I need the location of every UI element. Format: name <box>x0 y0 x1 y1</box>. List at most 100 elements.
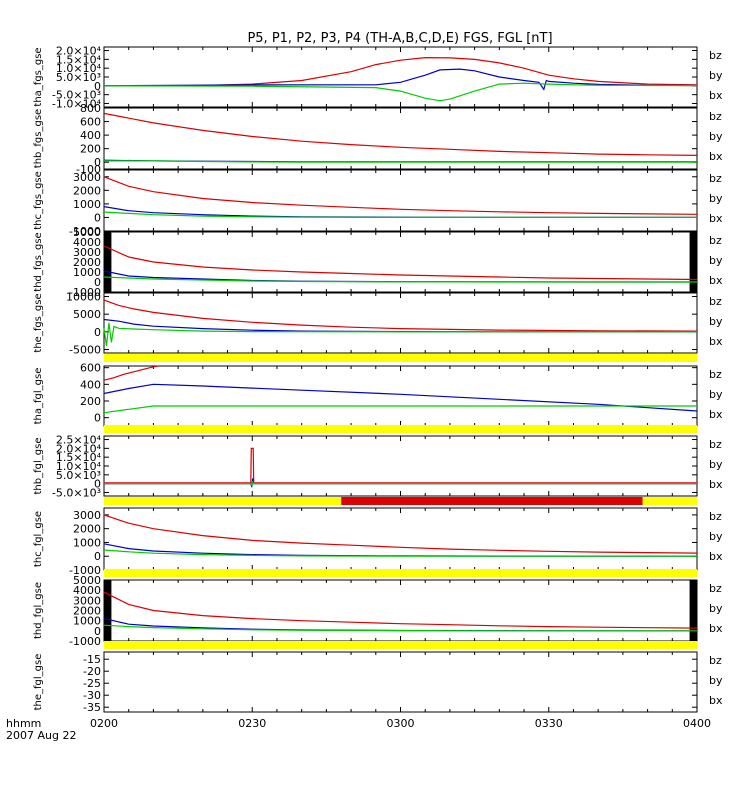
legend-bz: bz <box>709 368 722 381</box>
panels-group: -1.0×10⁴-5.0×10³05.0×10³1.0×10⁴1.5×10⁴2.… <box>33 45 723 730</box>
legend-bx: bx <box>709 622 723 635</box>
series-line-bz <box>103 514 698 554</box>
y-tick-label: 2000 <box>73 605 101 618</box>
y-tick-label: 2.0×10⁴ <box>56 45 102 58</box>
series-line-bz <box>104 447 697 484</box>
y-tick-label: 3000 <box>73 509 101 522</box>
panel-frame <box>103 579 698 642</box>
flag-bar-segment <box>104 569 697 577</box>
series-line-by <box>103 624 697 632</box>
y-tick-label: -1000 <box>69 564 101 577</box>
legend-by: by <box>709 602 723 615</box>
panel-frame <box>103 107 698 170</box>
y-tick-label: 400 <box>80 378 101 391</box>
y-axis-label: thc_fgl_gse <box>33 511 44 567</box>
chart-title: P5, P1, P2, P3, P4 (TH-A,B,C,D,E) FGS, F… <box>247 31 552 46</box>
y-tick-label: 10000 <box>66 291 101 304</box>
legend-by: by <box>709 130 723 143</box>
y-tick-label: 5.0×10³ <box>56 469 101 482</box>
y-tick-label: 5000 <box>73 226 101 239</box>
flag-bar-segment <box>104 497 342 505</box>
y-tick-label: -5.0×10³ <box>52 89 101 102</box>
panel-frame <box>103 231 698 293</box>
y-tick-label: 0 <box>94 625 101 638</box>
series-line-bz <box>103 176 698 215</box>
series-line-by <box>103 405 697 414</box>
y-tick-label: -30 <box>83 689 101 702</box>
y-tick-label: 1.5×10⁴ <box>56 451 102 464</box>
y-tick-label: 400 <box>80 129 101 142</box>
panel-frame <box>103 169 698 232</box>
y-tick-label: 0 <box>94 326 101 339</box>
y-axis-label: thb_fgs_gse <box>33 109 44 168</box>
x-tick-label: 0200 <box>90 717 118 730</box>
y-axis-label: thd_fgl_gse <box>33 582 44 639</box>
y-tick-label: 5.0×10³ <box>56 71 101 84</box>
y-tick-label: 1.0×10⁴ <box>56 62 102 75</box>
series-line-bx <box>103 318 697 333</box>
y-tick-label: 600 <box>80 362 101 375</box>
y-tick-label: 1000 <box>73 615 101 628</box>
x-tick-label: 0400 <box>683 717 711 730</box>
y-tick-label: -1000 <box>69 635 101 648</box>
y-tick-label: 0 <box>94 80 101 93</box>
x-label-hhmm: hhmm <box>6 717 41 730</box>
series-line-bz <box>103 365 159 381</box>
panel-frame <box>103 507 698 571</box>
legend-bx: bx <box>709 212 723 225</box>
y-tick-label: 1.5×10⁴ <box>56 53 102 66</box>
y-tick-label: 600 <box>80 116 101 129</box>
x-tick-label: 0300 <box>387 717 415 730</box>
series-line-by <box>104 160 697 163</box>
series-line-bz <box>103 245 698 281</box>
y-tick-label: -5000 <box>69 343 101 356</box>
legend-by: by <box>709 530 723 543</box>
y-tick-label: -15 <box>83 653 101 666</box>
y-tick-label: 0 <box>94 156 101 169</box>
legend-bx: bx <box>709 274 723 287</box>
series-line-by <box>103 82 698 102</box>
y-tick-label: -5.0×10³ <box>52 486 101 499</box>
y-tick-label: 5000 <box>73 574 101 587</box>
series-line-by <box>103 276 697 283</box>
y-tick-label: 3000 <box>73 171 101 184</box>
series-line-by <box>103 549 697 557</box>
y-tick-label: 2000 <box>73 184 101 197</box>
y-tick-label: 4000 <box>73 584 101 597</box>
flag-bar-segment <box>104 641 697 649</box>
series-line-bz <box>103 591 698 629</box>
y-axis-label: the_fgl_gse <box>33 654 44 711</box>
x-tick-label: 0330 <box>535 717 563 730</box>
y-tick-label: 1000 <box>73 266 101 279</box>
series-line-bx <box>103 383 698 412</box>
legend-bz: bz <box>709 234 722 247</box>
y-tick-label: 800 <box>80 102 101 115</box>
legend-bx: bx <box>709 408 723 421</box>
flag-bar-segment <box>104 425 697 433</box>
y-tick-label: 0 <box>94 550 101 563</box>
y-tick-label: 3000 <box>73 246 101 259</box>
y-tick-label: 200 <box>80 143 101 156</box>
flag-bar-segment <box>104 354 697 362</box>
y-tick-label: -25 <box>83 677 101 690</box>
y-tick-label: 2000 <box>73 256 101 269</box>
panel-frame <box>103 292 698 354</box>
legend-bz: bz <box>709 654 722 667</box>
series-line-bz <box>103 299 698 332</box>
legend-bz: bz <box>709 295 722 308</box>
legend-by: by <box>709 674 723 687</box>
y-tick-label: 200 <box>80 395 101 408</box>
legend-bz: bz <box>709 510 722 523</box>
legend-bx: bx <box>709 150 723 163</box>
y-tick-label: -1000 <box>69 286 101 299</box>
x-label-date: 2007 Aug 22 <box>6 729 76 742</box>
y-axis-label: tha_fgs_gse <box>33 47 44 106</box>
series-line-bz <box>103 112 698 156</box>
y-tick-label: 5000 <box>73 308 101 321</box>
legend-bx: bx <box>709 89 723 102</box>
series-line-bz <box>103 56 698 87</box>
legend-by: by <box>709 192 723 205</box>
series-line-bx <box>103 68 698 91</box>
series-line-by <box>103 322 697 346</box>
